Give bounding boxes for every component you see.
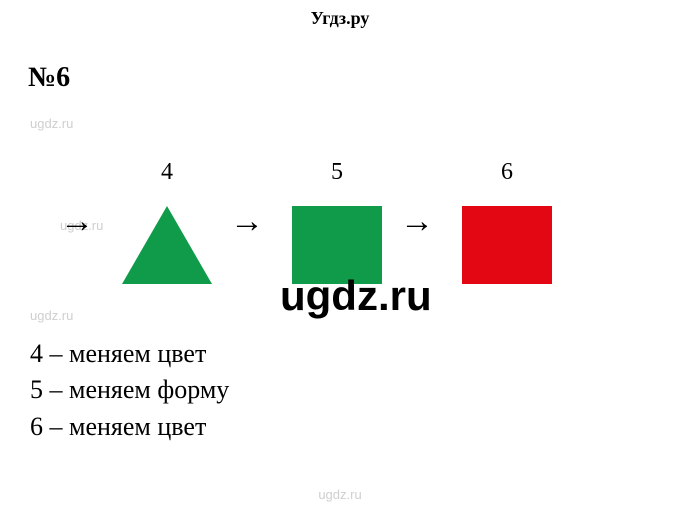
shapes-row: → 4 → 5 → 6 xyxy=(60,160,570,284)
square-shape xyxy=(462,206,552,284)
shape-group: 5 xyxy=(292,160,382,284)
shape-label: 6 xyxy=(501,160,513,184)
arrow-icon: → xyxy=(60,205,94,239)
legend-line: 5 – меняем форму xyxy=(30,372,229,408)
watermark-small: ugdz.ru xyxy=(30,116,73,131)
shape-label: 5 xyxy=(331,160,343,184)
triangle-shape xyxy=(122,206,212,284)
shape-group: 4 xyxy=(122,160,212,284)
arrow-icon: → xyxy=(400,205,434,239)
shape-group: 6 xyxy=(462,160,552,284)
page-header: Угдз.ру xyxy=(0,0,680,29)
header-title: Угдз.ру xyxy=(311,8,370,28)
square-shape xyxy=(292,206,382,284)
watermark-small: ugdz.ru xyxy=(30,308,73,323)
exercise-number: №6 xyxy=(28,62,70,94)
arrow-icon: → xyxy=(230,205,264,239)
legend: 4 – меняем цвет 5 – меняем форму 6 – мен… xyxy=(30,336,229,445)
shape-label: 4 xyxy=(161,160,173,184)
legend-line: 6 – меняем цвет xyxy=(30,409,229,445)
legend-line: 4 – меняем цвет xyxy=(30,336,229,372)
watermark-footer: ugdz.ru xyxy=(0,487,680,502)
